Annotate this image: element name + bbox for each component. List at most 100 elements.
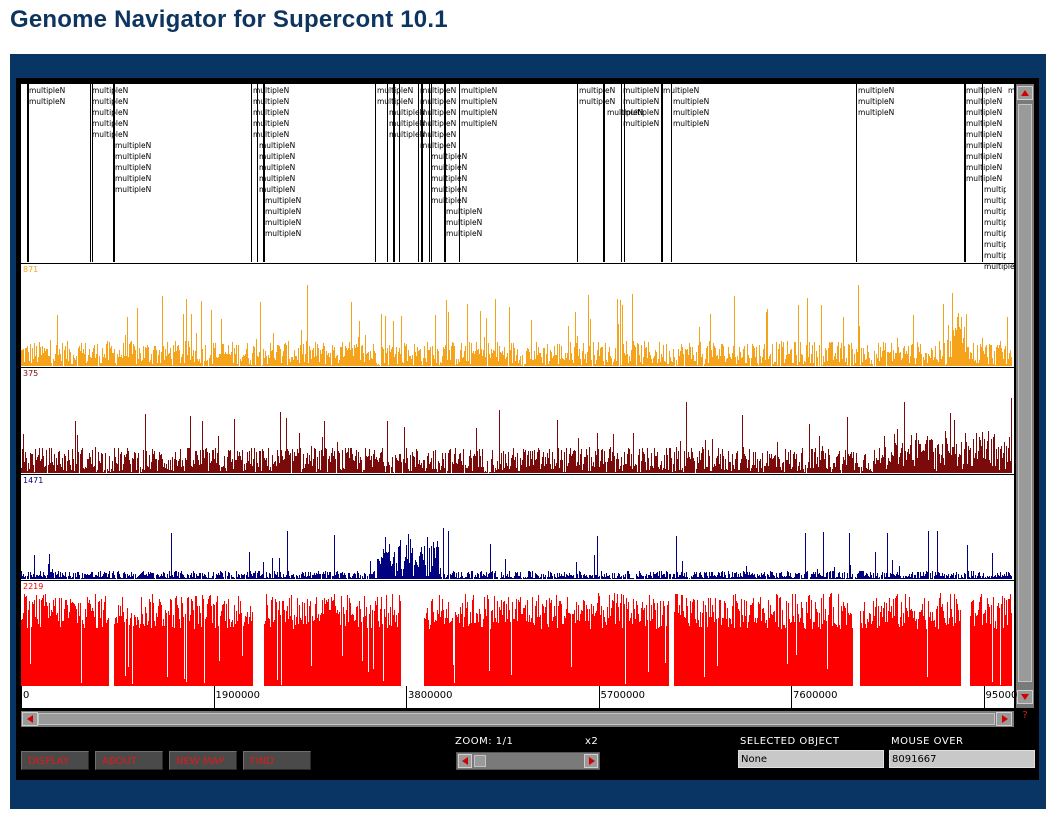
- vertical-scroll-thumb[interactable]: [1018, 104, 1032, 682]
- selected-object-field: None: [738, 750, 884, 768]
- feature-label: multipleN: [92, 97, 128, 106]
- feature-label: multipleN: [966, 108, 1002, 117]
- feature-label: multipleN: [420, 108, 456, 117]
- feature-tick: [263, 84, 265, 262]
- feature-tick: [387, 84, 388, 262]
- feature-tick: [257, 84, 258, 262]
- feature-label: multipleN: [984, 218, 1014, 227]
- feature-label: multipleN: [1008, 86, 1014, 95]
- scroll-right-button[interactable]: [996, 712, 1012, 726]
- feature-label: multipleN: [253, 86, 289, 95]
- about-button[interactable]: ABOUT: [95, 751, 163, 770]
- triangle-left-icon: [462, 757, 468, 765]
- feature-label: multipleN: [115, 163, 151, 172]
- zoom-slider[interactable]: [456, 752, 600, 770]
- new-map-button[interactable]: NEW MAP: [169, 751, 237, 770]
- feature-tick: [418, 84, 419, 262]
- feature-label: multipleN: [431, 163, 467, 172]
- track-canvas[interactable]: multipleN multipleN multipleN multipleN mult…: [21, 84, 1014, 686]
- feature-label: multipleN: [253, 108, 289, 117]
- feature-label: multipleN: [259, 174, 295, 183]
- feature-label: multipleN: [115, 141, 151, 150]
- feature-label: multipleN: [858, 108, 894, 117]
- feature-label: multipleN: [461, 86, 497, 95]
- feature-label: multipleN: [265, 196, 301, 205]
- track-separator: [21, 367, 1014, 368]
- feature-tick: [399, 84, 400, 262]
- scroll-left-button[interactable]: [22, 712, 38, 726]
- ruler-tick: [791, 686, 792, 708]
- ruler-tick-label: 5700000: [600, 690, 646, 701]
- horizontal-scroll-thumb[interactable]: [38, 713, 995, 725]
- feature-label: multipleN: [966, 119, 1002, 128]
- help-button[interactable]: ?: [1022, 710, 1028, 721]
- feature-label: multipleN: [966, 97, 1002, 106]
- feature-tick: [459, 84, 460, 262]
- ruler-tick-label: 7600000: [793, 690, 838, 701]
- feature-label: multipleN: [623, 119, 659, 128]
- feature-label: multipleN: [377, 97, 413, 106]
- track-separator: [21, 580, 1014, 581]
- feature-label: multipleN: [92, 119, 128, 128]
- selected-object-label: SELECTED OBJECT: [740, 736, 840, 747]
- feature-label: multipleN: [389, 119, 425, 128]
- feature-label: multipleN: [673, 97, 709, 106]
- ruler-tick: [213, 686, 215, 708]
- feature-label: multipleN: [446, 229, 482, 238]
- feature-label: multipleN: [420, 119, 456, 128]
- zoom-slider-thumb[interactable]: [474, 755, 486, 767]
- feature-label: multipleN: [673, 108, 709, 117]
- ruler-tick-label: 95000: [985, 690, 1018, 701]
- feature-label: multipleN: [966, 130, 1002, 139]
- feature-label: multipleN: [966, 86, 1002, 95]
- scroll-up-button[interactable]: [1017, 86, 1033, 100]
- feature-tick: [856, 84, 857, 262]
- feature-label: multipleN: [259, 141, 295, 150]
- feature-label: multipleN: [115, 174, 151, 183]
- feature-tick: [421, 84, 423, 262]
- feature-label: multipleN: [29, 86, 65, 95]
- feature-tick: [444, 84, 446, 262]
- track-panel[interactable]: multipleN multipleN multipleN multipleN mult…: [21, 84, 1014, 686]
- histogram-bars: [21, 285, 1012, 366]
- scroll-down-button[interactable]: [1017, 690, 1033, 704]
- feature-label: multipleN: [420, 86, 456, 95]
- track-separator: [21, 474, 1014, 475]
- zoom-label: ZOOM: 1/1: [455, 736, 514, 747]
- zoom-in-button[interactable]: [584, 754, 598, 768]
- feature-label: multipleN: [265, 218, 301, 227]
- feature-label: multipleN: [579, 86, 615, 95]
- feature-tick: [393, 84, 395, 262]
- feature-label: multipleN: [259, 163, 295, 172]
- histogram-max-label: 871: [23, 265, 38, 274]
- feature-label: multipleN: [431, 185, 467, 194]
- page-title: Genome Navigator for Supercont 10.1: [10, 6, 448, 33]
- feature-label: multipleN: [420, 141, 456, 150]
- feature-label: multipleN: [984, 240, 1014, 249]
- feature-label: multipleN: [420, 97, 456, 106]
- histogram-bars: [21, 528, 1012, 579]
- feature-label: multipleN: [115, 152, 151, 161]
- feature-label: multipleN: [579, 97, 615, 106]
- feature-label: multipleN: [623, 108, 659, 117]
- ruler-tick: [21, 686, 22, 708]
- feature-label: multipleN: [431, 174, 467, 183]
- feature-label: multipleN: [966, 163, 1002, 172]
- feature-label: multipleN: [966, 174, 1002, 183]
- feature-label: multipleN: [115, 185, 151, 194]
- feature-tick: [661, 84, 663, 262]
- zoom-out-button[interactable]: [458, 754, 472, 768]
- display-button[interactable]: DISPLAY: [21, 751, 89, 770]
- feature-label: multipleN: [461, 108, 497, 117]
- triangle-down-icon: [1021, 694, 1029, 700]
- feature-label: multipleN: [623, 86, 659, 95]
- triangle-right-icon: [1002, 715, 1008, 723]
- feature-label: multipleN: [984, 251, 1014, 260]
- find-button[interactable]: FIND: [243, 751, 311, 770]
- feature-label: multipleN: [663, 86, 699, 95]
- histogram-max-label: 375: [23, 369, 38, 378]
- feature-tick: [375, 84, 376, 262]
- feature-tail: [1006, 84, 1014, 262]
- feature-label: multipleN: [984, 262, 1014, 271]
- feature-label: multipleN: [984, 229, 1014, 238]
